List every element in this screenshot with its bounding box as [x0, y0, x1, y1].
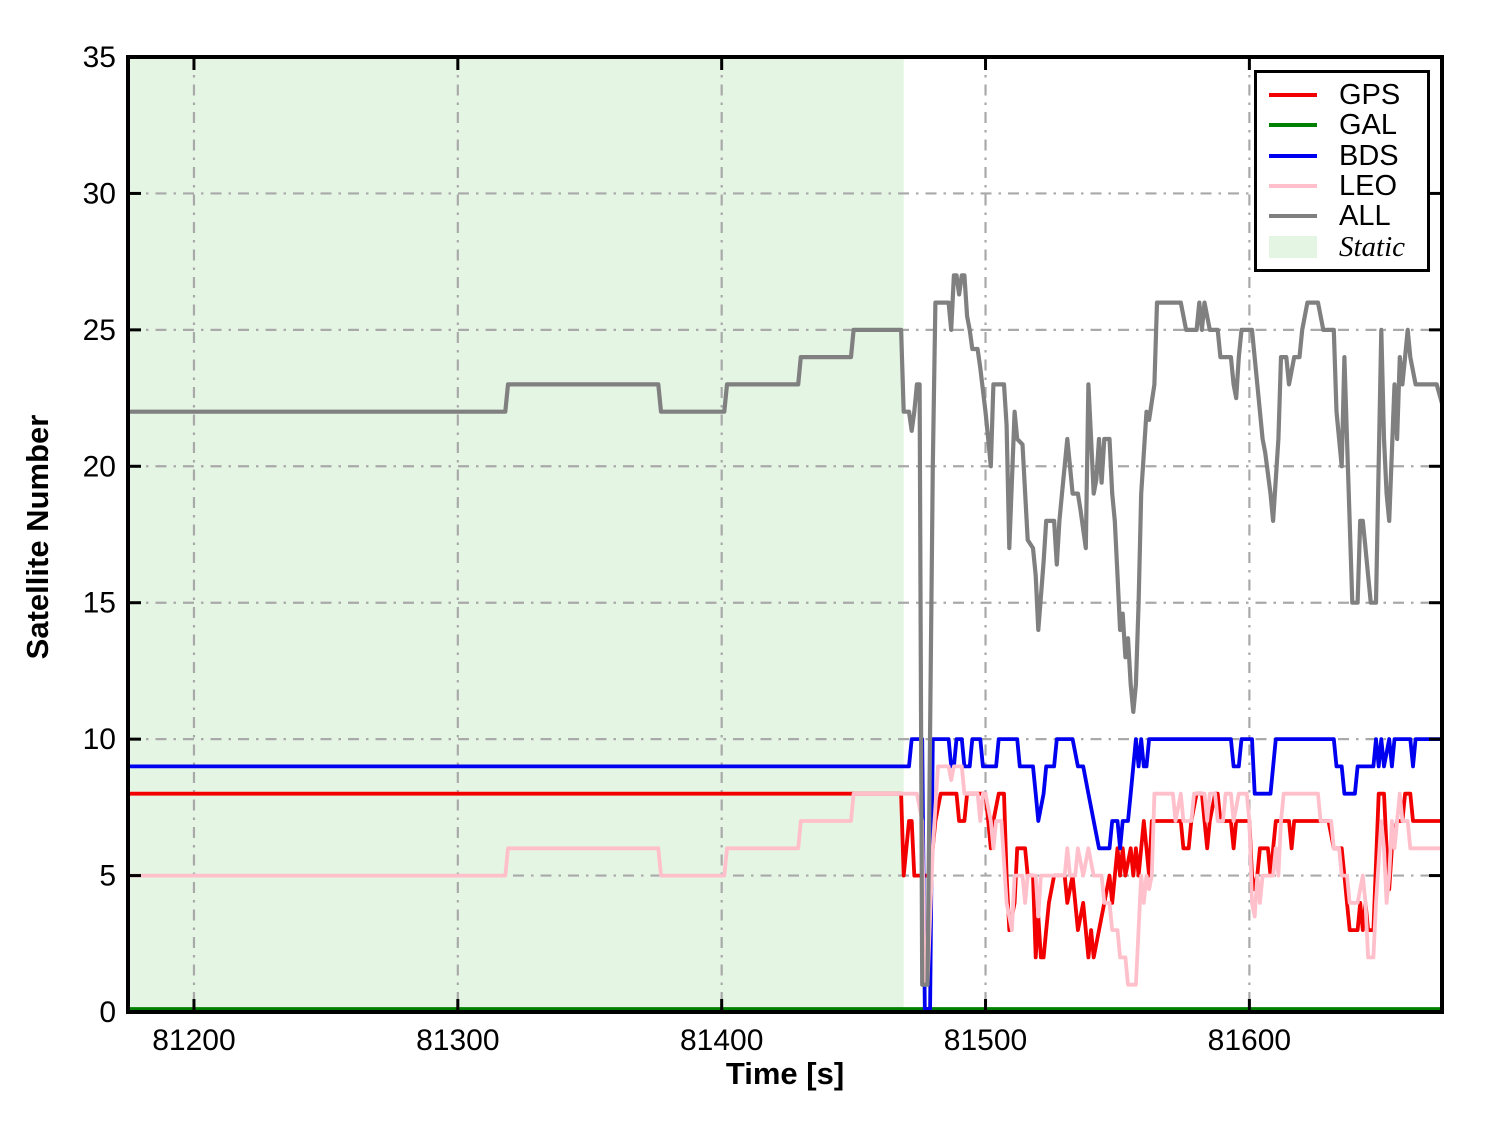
gal-line-swatch	[1269, 123, 1317, 128]
y-tick-label: 35	[83, 41, 116, 74]
legend-item-all: ALL	[1269, 201, 1427, 231]
x-tick-label: 81500	[944, 1024, 1027, 1057]
legend-label-bds: BDS	[1339, 139, 1399, 172]
static-region	[128, 57, 904, 1012]
legend-label-gal: GAL	[1339, 109, 1398, 142]
legend-label-all: ALL	[1339, 200, 1391, 233]
legend: GPS GAL BDS LEO ALL Static	[1254, 70, 1430, 272]
y-tick-label: 15	[83, 587, 116, 620]
y-tick-label: 20	[83, 450, 116, 483]
legend-item-bds: BDS	[1269, 141, 1427, 171]
gps-line-swatch	[1269, 93, 1317, 98]
y-axis-label: Satellite Number	[20, 414, 55, 660]
static-region-swatch	[1269, 235, 1317, 258]
y-tick-label: 0	[99, 996, 116, 1029]
x-tick-label: 81300	[416, 1024, 499, 1057]
series-line-leo	[128, 764, 1442, 987]
legend-label-static: Static	[1339, 230, 1406, 263]
legend-item-gal: GAL	[1269, 110, 1427, 140]
legend-item-gps: GPS	[1269, 80, 1427, 110]
x-tick-label: 81400	[680, 1024, 763, 1057]
series-line-bds	[128, 737, 1442, 1011]
x-tick-label: 81200	[152, 1024, 235, 1057]
legend-label-gps: GPS	[1339, 79, 1401, 112]
y-tick-label: 25	[83, 314, 116, 347]
y-tick-label: 10	[83, 723, 116, 756]
y-tick-label: 30	[83, 177, 116, 210]
legend-item-leo: LEO	[1269, 171, 1427, 201]
x-tick-label: 81600	[1208, 1024, 1291, 1057]
x-axis-label: Time [s]	[725, 1056, 845, 1091]
y-tick-label: 5	[99, 860, 116, 893]
plot-border	[126, 55, 1444, 1014]
legend-item-static: Static	[1269, 232, 1427, 262]
series-line-gps	[128, 791, 1442, 960]
legend-label-leo: LEO	[1339, 170, 1398, 203]
all-line-swatch	[1269, 214, 1317, 219]
series-line-all	[128, 273, 1442, 987]
leo-line-swatch	[1269, 184, 1317, 189]
bds-line-swatch	[1269, 153, 1317, 158]
